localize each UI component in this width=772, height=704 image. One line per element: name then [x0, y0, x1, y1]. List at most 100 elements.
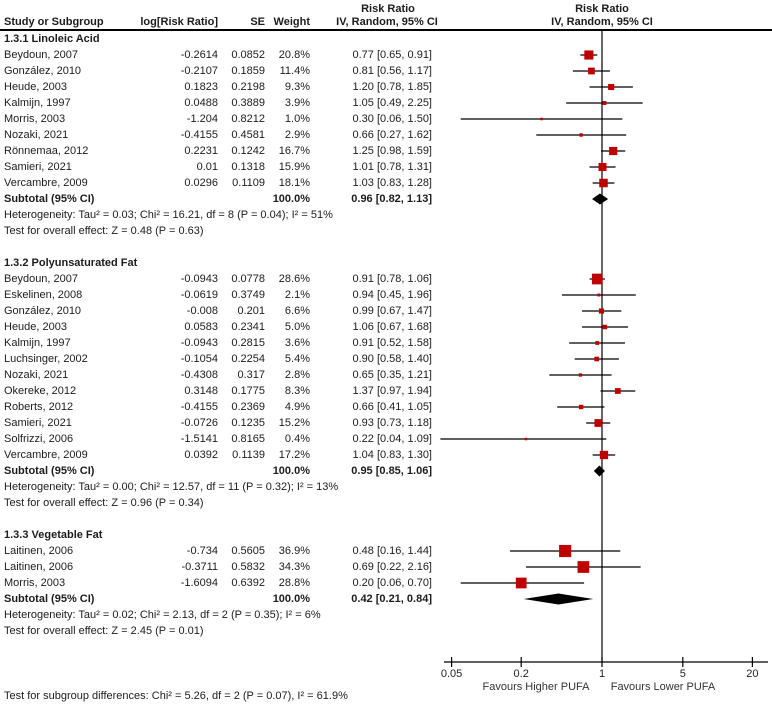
weight-cell: 1.0% — [284, 113, 310, 125]
effect-square — [599, 450, 609, 460]
se-cell: 0.1775 — [231, 385, 265, 397]
heterogeneity-note: Heterogeneity: Tau² = 0.03; Chi² = 16.21… — [4, 209, 333, 221]
study-row: Morris, 2003 -1.204 0.8212 1.0% 0.30 [0.06, … — [0, 111, 440, 127]
ci-text-cell: 0.94 [0.45, 1.96] — [352, 289, 432, 301]
effect-square — [614, 388, 621, 394]
effect-square — [599, 178, 608, 188]
log-risk-ratio-cell: -1.204 — [186, 113, 218, 125]
study-row: Kalmijn, 1997 0.0488 0.3889 3.9% 1.05 [0.49,… — [0, 95, 440, 111]
ci-text-cell: 1.37 [0.97, 1.94] — [352, 385, 432, 397]
ci-text-cell: 1.06 [0.67, 1.68] — [352, 321, 432, 333]
study-row: Laitinen, 2006 -0.3711 0.5832 34.3% 0.69 [0.… — [0, 559, 440, 575]
log-risk-ratio-cell: -0.2614 — [180, 49, 218, 61]
heterogeneity-row: Heterogeneity: Tau² = 0.02; Chi² = 2.13,… — [0, 607, 440, 623]
log-risk-ratio-cell: -0.0619 — [180, 289, 218, 301]
x-axis-tick-label: 20 — [746, 668, 758, 680]
study-name: Samieri, 2021 — [4, 417, 72, 429]
study-row: Roberts, 2012 -0.4155 0.2369 4.9% 0.66 [0.41… — [0, 399, 440, 415]
ci-text-cell: 0.65 [0.35, 1.21] — [352, 369, 432, 381]
ci-text-cell: 0.20 [0.06, 0.70] — [352, 577, 432, 589]
study-name: Nozaki, 2021 — [4, 369, 69, 381]
weight-cell: 0.4% — [284, 433, 310, 445]
effect-square — [584, 50, 594, 60]
weight-cell: 28.8% — [278, 577, 310, 589]
study-row: Kalmijn, 1997 -0.0943 0.2815 3.6% 0.91 [0.52… — [0, 335, 440, 351]
x-axis-tick-label: 5 — [680, 668, 686, 680]
ci-text-cell: 1.04 [0.83, 1.30] — [352, 449, 432, 461]
weight-cell: 2.8% — [284, 369, 310, 381]
x-axis-tick-label: 0.2 — [514, 668, 529, 680]
subtotal-weight-cell: 100.0% — [272, 193, 310, 205]
study-row: Samieri, 2021 0.01 0.1318 15.9% 1.01 [0.78, … — [0, 159, 440, 175]
log-risk-ratio-cell: 0.0392 — [184, 449, 218, 461]
study-row: Heude, 2003 0.0583 0.2341 5.0% 1.06 [0.67, 1… — [0, 319, 440, 335]
study-row: Eskelinen, 2008 -0.0619 0.3749 2.1% 0.94 [0.… — [0, 287, 440, 303]
weight-cell: 6.6% — [284, 305, 310, 317]
header-divider-rule — [0, 29, 772, 31]
study-row: Vercambre, 2009 0.0392 0.1139 17.2% 1.04 [0.… — [0, 447, 440, 463]
se-cell: 0.2254 — [231, 353, 265, 365]
study-row: Nozaki, 2021 -0.4308 0.317 2.8% 0.65 [0.35, … — [0, 367, 440, 383]
weight-cell: 15.2% — [278, 417, 310, 429]
study-name: González, 2010 — [4, 305, 82, 317]
effect-square — [598, 308, 605, 314]
weight-cell: 8.3% — [284, 385, 310, 397]
subtotal-row: Subtotal (95% CI) 100.0% 0.96 [0.82, 1.13] — [0, 191, 440, 207]
group-header-row: 1.3.2 Polyunsaturated Fat — [0, 255, 440, 271]
ci-text-cell: 0.77 [0.65, 0.91] — [352, 49, 432, 61]
study-name: Laitinen, 2006 — [4, 545, 74, 557]
column-header-ci-method-plot: IV, Random, 95% CI — [551, 16, 653, 28]
weight-cell: 34.3% — [278, 561, 310, 573]
ci-text-cell: 1.01 [0.78, 1.31] — [352, 161, 432, 173]
study-name: Vercambre, 2009 — [4, 449, 88, 461]
se-cell: 0.5605 — [231, 545, 265, 557]
log-risk-ratio-cell: -1.6094 — [180, 577, 218, 589]
study-name: Okereke, 2012 — [4, 385, 77, 397]
ci-text-cell: 0.93 [0.73, 1.18] — [352, 417, 432, 429]
log-risk-ratio-cell: -0.0726 — [180, 417, 218, 429]
group-header-label: 1.3.3 Vegetable Fat — [4, 529, 103, 541]
effect-square — [577, 561, 590, 573]
column-header-study: Study or Subgroup — [4, 16, 104, 28]
study-row: Beydoun, 2007 -0.2614 0.0852 20.8% 0.77 [0.6… — [0, 47, 440, 63]
study-name: Nozaki, 2021 — [4, 129, 69, 141]
subtotal-weight-cell: 100.0% — [272, 593, 310, 605]
log-risk-ratio-cell: -0.734 — [186, 545, 218, 557]
log-risk-ratio-cell: -0.1054 — [180, 353, 218, 365]
study-row: Beydoun, 2007 -0.0943 0.0778 28.6% 0.91 [0.7… — [0, 271, 440, 287]
study-name: Heude, 2003 — [4, 81, 67, 93]
subtotal-label: Subtotal (95% CI) — [4, 193, 95, 205]
se-cell: 0.2198 — [231, 81, 265, 93]
log-risk-ratio-cell: -0.3711 — [181, 561, 219, 573]
study-row: Morris, 2003 -1.6094 0.6392 28.8% 0.20 [0.06… — [0, 575, 440, 591]
weight-cell: 18.1% — [278, 177, 310, 189]
weight-cell: 11.4% — [279, 65, 310, 77]
log-risk-ratio-cell: 0.3148 — [184, 385, 218, 397]
log-risk-ratio-cell: -0.4308 — [180, 369, 218, 381]
subtotal-diamond — [523, 593, 594, 605]
overall-effect-note: Test for overall effect: Z = 2.45 (P = 0… — [4, 625, 204, 637]
study-row: Okereke, 2012 0.3148 0.1775 8.3% 1.37 [0.97,… — [0, 383, 440, 399]
log-risk-ratio-cell: -0.0943 — [180, 273, 218, 285]
weight-cell: 15.9% — [278, 161, 310, 173]
heterogeneity-row: Heterogeneity: Tau² = 0.03; Chi² = 16.21… — [0, 207, 440, 223]
ci-text-cell: 0.91 [0.78, 1.06] — [352, 273, 432, 285]
study-name: Morris, 2003 — [4, 577, 66, 589]
study-name: Roberts, 2012 — [4, 401, 74, 413]
study-name: Laitinen, 2006 — [4, 561, 74, 573]
weight-cell: 2.9% — [284, 129, 310, 141]
weight-cell: 2.1% — [284, 289, 310, 301]
subtotal-row: Subtotal (95% CI) 100.0% 0.95 [0.85, 1.06] — [0, 463, 440, 479]
se-cell: 0.1242 — [231, 145, 265, 157]
se-cell: 0.2369 — [231, 401, 265, 413]
group-header-row: 1.3.1 Linoleic Acid — [0, 31, 440, 47]
group-header-row: 1.3.3 Vegetable Fat — [0, 527, 440, 543]
log-risk-ratio-cell: 0.0583 — [184, 321, 218, 333]
se-cell: 0.1859 — [231, 65, 265, 77]
overall-effect-row: Test for overall effect: Z = 0.48 (P = 0… — [0, 223, 440, 239]
x-axis-tick-label: 0.05 — [441, 668, 462, 680]
se-cell: 0.8165 — [231, 433, 265, 445]
study-row: Laitinen, 2006 -0.734 0.5605 36.9% 0.48 [0.1… — [0, 543, 440, 559]
study-name: Morris, 2003 — [4, 113, 66, 125]
